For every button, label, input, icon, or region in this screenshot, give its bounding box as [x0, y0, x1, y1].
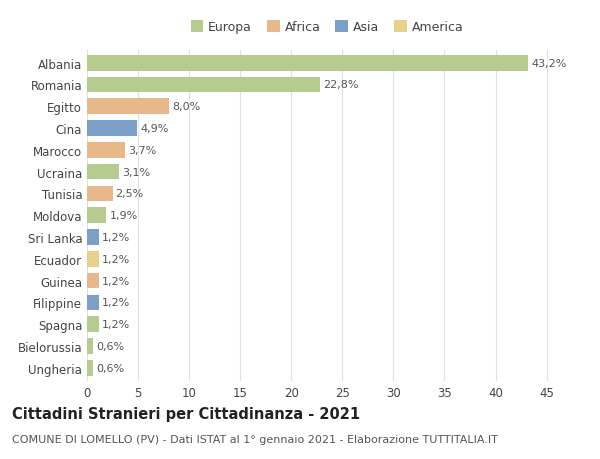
Bar [87, 143, 125, 158]
Bar [87, 338, 93, 354]
Text: 1,2%: 1,2% [103, 232, 131, 242]
Text: 1,9%: 1,9% [109, 211, 138, 221]
Bar [87, 317, 99, 332]
Bar [87, 99, 169, 115]
Text: COMUNE DI LOMELLO (PV) - Dati ISTAT al 1° gennaio 2021 - Elaborazione TUTTITALIA: COMUNE DI LOMELLO (PV) - Dati ISTAT al 1… [12, 434, 498, 444]
Bar [87, 252, 99, 267]
Text: Cittadini Stranieri per Cittadinanza - 2021: Cittadini Stranieri per Cittadinanza - 2… [12, 406, 360, 421]
Bar [87, 121, 137, 137]
Text: 0,6%: 0,6% [96, 363, 124, 373]
Text: 22,8%: 22,8% [323, 80, 358, 90]
Bar [87, 186, 113, 202]
Text: 1,2%: 1,2% [103, 319, 131, 330]
Bar [87, 295, 99, 311]
Text: 1,2%: 1,2% [103, 298, 131, 308]
Legend: Europa, Africa, Asia, America: Europa, Africa, Asia, America [188, 19, 466, 37]
Text: 8,0%: 8,0% [172, 102, 200, 112]
Text: 3,7%: 3,7% [128, 146, 156, 156]
Text: 3,1%: 3,1% [122, 167, 150, 177]
Bar [87, 164, 119, 180]
Text: 4,9%: 4,9% [140, 124, 169, 134]
Bar [87, 56, 528, 71]
Bar [87, 273, 99, 289]
Text: 2,5%: 2,5% [116, 189, 144, 199]
Bar [87, 208, 106, 224]
Text: 43,2%: 43,2% [531, 59, 566, 68]
Bar [87, 78, 320, 93]
Text: 0,6%: 0,6% [96, 341, 124, 351]
Bar [87, 360, 93, 376]
Text: 1,2%: 1,2% [103, 276, 131, 286]
Bar [87, 230, 99, 245]
Text: 1,2%: 1,2% [103, 254, 131, 264]
